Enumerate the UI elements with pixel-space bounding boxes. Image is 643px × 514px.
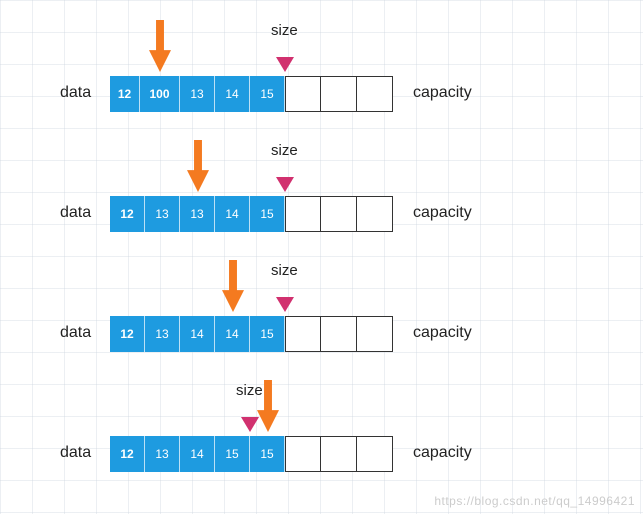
array-cell-filled: 15 <box>215 436 250 472</box>
size-label: size <box>236 382 263 399</box>
watermark: https://blog.csdn.net/qq_14996421 <box>434 494 635 508</box>
capacity-label: capacity <box>413 324 472 342</box>
array-cells: 1213131415 <box>110 196 393 232</box>
capacity-label: capacity <box>413 444 472 462</box>
array-cell-filled: 13 <box>180 76 215 112</box>
array-cell-empty <box>357 436 393 472</box>
array-cell-empty <box>321 316 357 352</box>
array-cell-empty <box>357 76 393 112</box>
size-pointer-icon <box>276 177 294 197</box>
size-label: size <box>271 142 298 159</box>
array-cell-filled: 13 <box>145 436 180 472</box>
array-cell-filled: 14 <box>215 196 250 232</box>
size-label: size <box>271 22 298 39</box>
size-pointer-icon <box>276 57 294 77</box>
array-cells: 1213141515 <box>110 436 393 472</box>
array-cell-filled: 100 <box>140 76 180 112</box>
array-cell-filled: 14 <box>180 316 215 352</box>
capacity-label: capacity <box>413 84 472 102</box>
size-label: size <box>271 262 298 279</box>
array-cell-filled: 13 <box>145 316 180 352</box>
array-cell-filled: 13 <box>180 196 215 232</box>
array-cell-empty <box>285 196 321 232</box>
array-cell-filled: 12 <box>110 76 140 112</box>
array-cell-filled: 13 <box>145 196 180 232</box>
array-cell-empty <box>321 196 357 232</box>
array-cells: 12100131415 <box>110 76 393 112</box>
array-cell-empty <box>285 76 321 112</box>
array-cell-empty <box>285 436 321 472</box>
array-cell-empty <box>357 196 393 232</box>
size-pointer-icon <box>241 417 259 437</box>
array-cell-filled: 14 <box>180 436 215 472</box>
down-arrow-icon <box>187 140 209 197</box>
down-arrow-icon <box>149 20 171 77</box>
array-cell-filled: 15 <box>250 436 285 472</box>
data-label: data <box>60 84 91 102</box>
data-label: data <box>60 204 91 222</box>
diagram-content: data12100131415capacitysize data12131314… <box>0 0 643 486</box>
array-cell-filled: 14 <box>215 316 250 352</box>
array-cell-filled: 12 <box>110 196 145 232</box>
capacity-label: capacity <box>413 204 472 222</box>
array-cells: 1213141415 <box>110 316 393 352</box>
array-row: data1213131415capacitysize <box>0 126 643 246</box>
array-cell-empty <box>357 316 393 352</box>
down-arrow-icon <box>222 260 244 317</box>
array-cell-empty <box>285 316 321 352</box>
data-label: data <box>60 444 91 462</box>
array-row: data1213141415capacitysize <box>0 246 643 366</box>
array-cell-empty <box>321 76 357 112</box>
array-cell-empty <box>321 436 357 472</box>
data-label: data <box>60 324 91 342</box>
size-pointer-icon <box>276 297 294 317</box>
array-row: data1213141515capacitysize <box>0 366 643 486</box>
array-row: data 12100131415 capacity size <box>0 6 643 126</box>
array-cell-filled: 12 <box>110 316 145 352</box>
array-cell-filled: 15 <box>250 196 285 232</box>
array-cell-filled: 15 <box>250 316 285 352</box>
array-cell-filled: 12 <box>110 436 145 472</box>
array-cell-filled: 15 <box>250 76 285 112</box>
array-cell-filled: 14 <box>215 76 250 112</box>
